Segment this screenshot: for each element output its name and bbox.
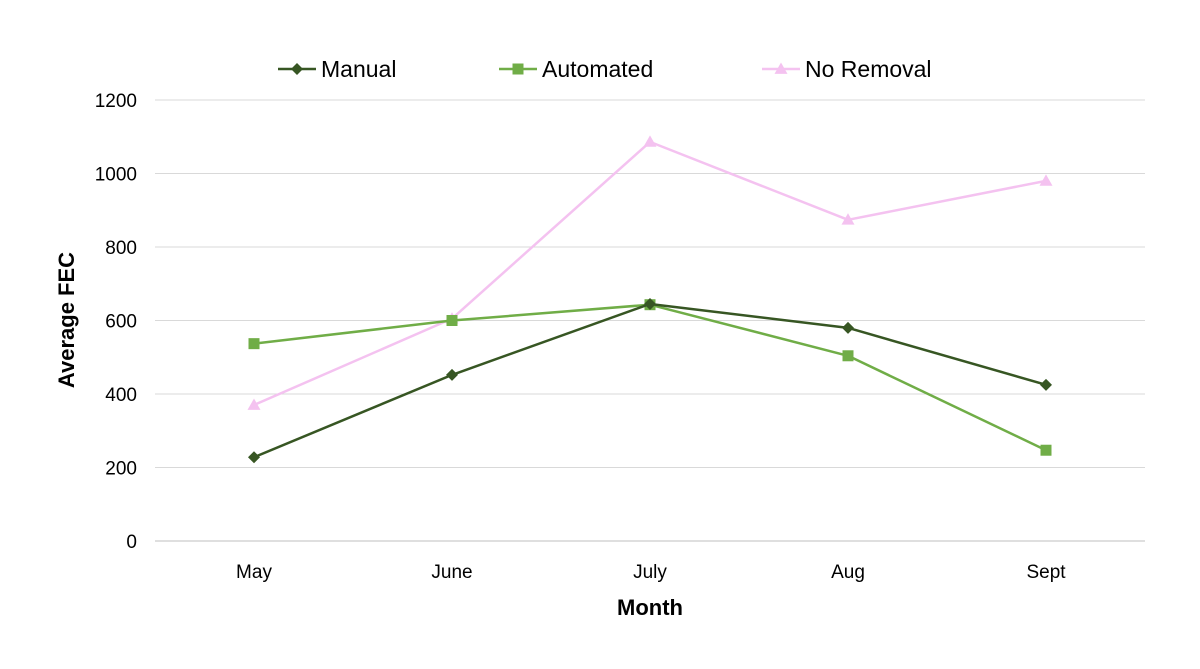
series-no-removal (247, 135, 1053, 410)
legend-item-manual: Manual (278, 56, 396, 82)
y-axis-title: Average FEC (54, 252, 79, 388)
data-point-no-removal (247, 398, 261, 410)
y-tick-label: 200 (105, 459, 137, 480)
legend-label: Automated (542, 56, 653, 82)
data-point-automated (248, 338, 260, 350)
x-axis-title: Month (617, 595, 683, 620)
data-point-automated (842, 350, 854, 362)
data-point-automated (446, 315, 458, 326)
data-point-no-removal (1039, 174, 1053, 186)
y-tick-label: 800 (105, 238, 137, 259)
x-tick-label: July (633, 562, 667, 583)
data-point-manual (644, 297, 656, 310)
gridlines (155, 99, 1145, 542)
data-point-manual (842, 321, 854, 334)
x-tick-label: Aug (831, 562, 865, 583)
y-tick-label: 0 (126, 532, 137, 553)
y-tick-label: 1200 (95, 91, 137, 112)
legend-marker-no-removal (774, 62, 788, 74)
legend-label: Manual (321, 56, 396, 82)
x-tick-label: Sept (1026, 562, 1066, 583)
legend-item-automated: Automated (499, 56, 653, 82)
legend: Manual Automated No Removal (278, 56, 932, 82)
data-point-manual (446, 368, 458, 381)
y-tick-labels: 0 200 400 600 800 1000 1200 (95, 91, 137, 553)
series-line-automated (253, 303, 1047, 452)
x-tick-labels: May June July Aug Sept (236, 562, 1066, 583)
data-point-no-removal (841, 213, 855, 225)
legend-label: No Removal (805, 56, 932, 82)
legend-item-no-removal: No Removal (762, 56, 932, 82)
series-group (247, 135, 1053, 464)
series-line-no-removal (253, 140, 1047, 407)
y-tick-label: 600 (105, 312, 137, 333)
x-tick-label: May (236, 562, 272, 583)
series-automated (248, 299, 1052, 456)
x-tick-label: June (431, 562, 472, 583)
series-line-manual (253, 302, 1047, 459)
data-point-automated (1040, 444, 1052, 456)
y-tick-label: 1000 (95, 165, 137, 186)
legend-marker-automated (512, 63, 524, 75)
series-manual (248, 297, 1052, 464)
data-point-no-removal (643, 135, 657, 147)
data-point-manual (248, 451, 260, 464)
legend-marker-manual (291, 63, 303, 75)
y-tick-label: 400 (105, 385, 137, 406)
data-point-manual (1040, 378, 1052, 391)
